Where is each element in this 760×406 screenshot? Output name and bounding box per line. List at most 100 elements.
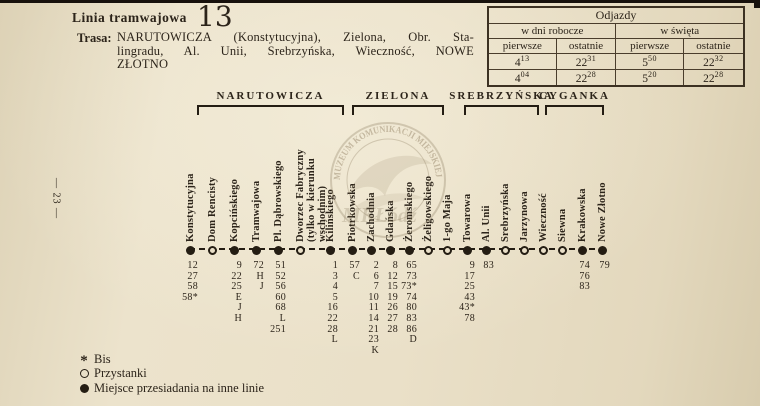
line-number: 10 <box>368 291 379 303</box>
subcol-last: ostatnie <box>555 38 617 54</box>
line-number: 4 <box>332 281 338 293</box>
route-description: NARUTOWICZA (Konstytucyjna), Zielona, Ob… <box>117 30 474 72</box>
time-cell: 404 <box>487 68 557 87</box>
route-line-3: ZŁOTNO <box>117 57 169 71</box>
transfer-dot <box>366 245 376 255</box>
legend-item-transfer: Miejsce przesiadania na inne linie <box>74 381 264 396</box>
line-number: 57 <box>349 260 360 271</box>
line-number: 23 <box>368 334 379 346</box>
stop-dot <box>500 245 510 255</box>
line-number: 80 <box>406 302 417 314</box>
asterisk-icon: * <box>80 353 88 370</box>
station-lines-column: 8 12 15 19 26 27 28 <box>362 260 398 335</box>
line-number: 72 <box>253 260 264 271</box>
station-label: Piotrkowska <box>347 183 358 242</box>
time-cell: 2231 <box>555 53 617 70</box>
line-number: L <box>331 334 338 346</box>
transfer-dot <box>251 245 261 255</box>
legend-label: Miejsce przesiadania na inne linie <box>94 380 265 395</box>
line-number: 76 <box>579 270 590 282</box>
section-bracket <box>352 105 444 115</box>
line-number: 51 <box>275 260 286 271</box>
station-lines-column: 57 C <box>324 260 360 282</box>
line-number: 78 <box>464 312 475 324</box>
time-cell: 520 <box>615 68 684 87</box>
line-number: 17 <box>464 270 475 282</box>
time-cell: 550 <box>615 53 684 70</box>
line-number: 58* <box>182 291 198 303</box>
line-number: 83 <box>483 260 494 271</box>
transfer-dot <box>273 245 283 255</box>
line-number: J <box>259 281 264 293</box>
page-number: — 23 — <box>50 178 62 219</box>
station-label: Żeligowskiego <box>423 175 434 242</box>
stop-dot <box>557 245 567 255</box>
line-number: 11 <box>368 302 379 314</box>
station-lines-column: 72 H J <box>228 260 264 293</box>
transfer-dot <box>229 245 239 255</box>
station-label: Gdańska <box>385 200 396 242</box>
time-cell: 2228 <box>682 68 745 87</box>
section-label: CYGANKA <box>539 90 610 102</box>
line-number: 16 <box>327 302 338 314</box>
transfer-dot <box>347 245 357 255</box>
station-label: Konstytucyjna <box>185 173 196 242</box>
station-lines-column: 2 6 7 10 11 14 21 23 K <box>343 260 379 356</box>
transfer-dot <box>577 245 587 255</box>
line-number: 65 <box>406 260 417 271</box>
station-label: Zachodnia <box>366 192 377 242</box>
line-number: K <box>371 344 379 356</box>
line-number: 56 <box>275 281 286 293</box>
line-title-label: Linia tramwajowa <box>72 10 187 25</box>
station-label: Tramwajowa <box>251 180 262 242</box>
departure-row: 413 2231 550 2232 <box>487 53 745 70</box>
station-lines-column: 65 73 73* 74 80 83 86 D <box>381 260 417 346</box>
section-bracket <box>464 105 539 115</box>
station-label: Pl. Dąbrowskiego <box>273 160 284 242</box>
departure-row: 404 2228 520 2228 <box>487 68 745 87</box>
station-label: Dom Rencisty <box>207 176 218 242</box>
line-number: 25 <box>464 281 475 293</box>
transfer-dot <box>325 245 335 255</box>
stop-dot <box>207 245 217 255</box>
line-number: 86 <box>406 323 417 335</box>
line-number: 25 <box>231 281 242 293</box>
line-number: 83 <box>579 281 590 293</box>
stop-dot <box>442 245 452 255</box>
transfer-dot <box>481 245 491 255</box>
scan-corner <box>754 0 760 8</box>
col-group-holidays: w święta <box>615 23 745 39</box>
line-number: J <box>237 302 242 314</box>
scan-top-edge <box>0 0 760 3</box>
route-line-1: NARUTOWICZA (Konstytucyjna), Zielona, Ob… <box>117 30 474 44</box>
departures-table: Odjazdy w dni robocze w święta pierwsze … <box>487 6 745 87</box>
line-number: 73* <box>401 281 417 293</box>
line-number: 21 <box>368 323 379 335</box>
section-label: NARUTOWICZA <box>216 90 325 102</box>
line-number: 13 <box>197 0 233 33</box>
line-number: 28 <box>327 323 338 335</box>
transfer-dot <box>597 245 607 255</box>
line-number: 5 <box>332 291 338 303</box>
line-number: H <box>234 312 242 324</box>
station-label: Kilińskiego <box>325 189 336 242</box>
departure-times-body: 413 2231 550 2232 404 2228 520 2228 <box>487 53 745 87</box>
section-label: SREBRZYŃSKA <box>449 90 554 102</box>
open-circle-icon <box>74 369 94 379</box>
time-cell: 2232 <box>682 53 745 70</box>
line-number: E <box>235 291 242 303</box>
stop-dot <box>295 245 305 255</box>
station-lines-column: 12 27 58 58* <box>162 260 198 303</box>
transfer-dot <box>404 245 414 255</box>
station-label: Towarowa <box>462 193 473 242</box>
line-number: 251 <box>270 323 286 335</box>
line-number: 79 <box>599 260 610 271</box>
station-lines-column: 74 76 83 <box>554 260 590 293</box>
stop-dot <box>538 245 548 255</box>
transfer-dot <box>185 245 195 255</box>
line-number: 74 <box>406 291 417 303</box>
station-lines-column: 9 17 25 43 43* 78 <box>439 260 475 325</box>
line-number: 15 <box>387 281 398 293</box>
line-number: 14 <box>368 312 379 324</box>
